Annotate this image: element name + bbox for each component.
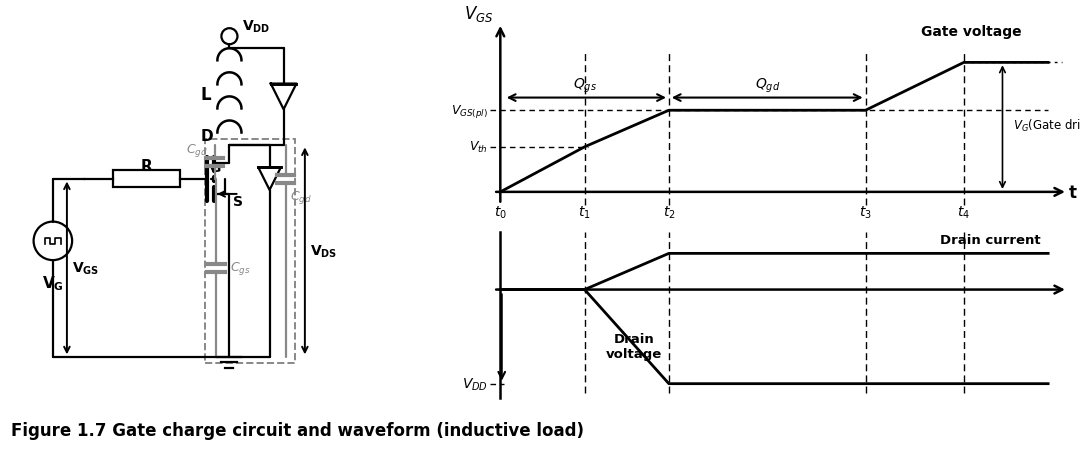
- Text: S: S: [232, 194, 243, 208]
- Text: $\mathbf{V_G}$: $\mathbf{V_G}$: [42, 274, 64, 293]
- Text: $\mathbf{V_{DD}}$: $\mathbf{V_{DD}}$: [242, 19, 271, 35]
- Text: R: R: [140, 159, 152, 174]
- Text: G: G: [210, 161, 220, 175]
- Text: $C_{gd}$: $C_{gd}$: [291, 189, 312, 206]
- Text: $C_{gs}$: $C_{gs}$: [230, 260, 251, 277]
- Bar: [112, 171, 179, 188]
- Bar: [205, 139, 295, 364]
- Text: D: D: [201, 128, 214, 143]
- Text: $\mathbf{V_{GS}}$: $\mathbf{V_{GS}}$: [71, 260, 99, 277]
- Text: L: L: [200, 86, 211, 104]
- Text: $C_{gd}$: $C_{gd}$: [186, 142, 207, 159]
- Text: $\mathbf{V_{DS}}$: $\mathbf{V_{DS}}$: [310, 243, 337, 259]
- Text: Figure 1.7 Gate charge circuit and waveform (inductive load): Figure 1.7 Gate charge circuit and wavef…: [11, 421, 584, 439]
